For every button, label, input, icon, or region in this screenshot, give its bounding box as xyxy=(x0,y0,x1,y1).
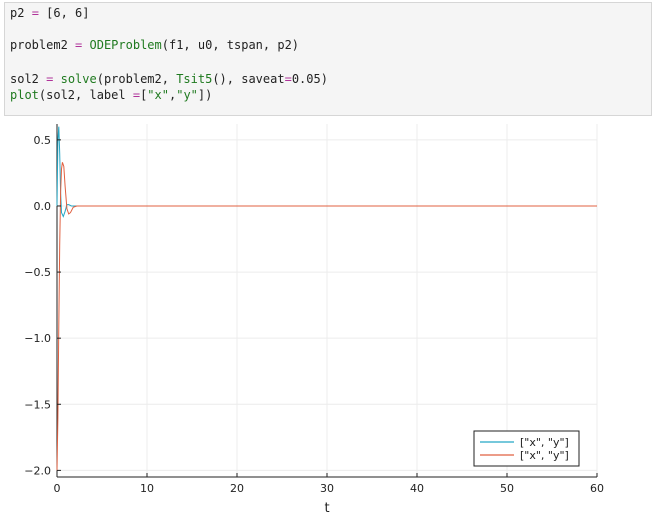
chart-legend: ["x", "y"]["x", "y"] xyxy=(473,430,580,467)
chart-series xyxy=(56,126,597,471)
code-token: = xyxy=(46,72,54,86)
x-tick-label: 0 xyxy=(54,482,61,495)
code-token: solve xyxy=(60,72,97,86)
code-token: (sol2, label xyxy=(38,88,133,102)
code-token: 0.05) xyxy=(291,72,328,86)
y-tick-label: 0.0 xyxy=(34,200,52,213)
code-line[interactable]: problem2 = ODEProblem(f1, u0, tspan, p2) xyxy=(10,37,299,53)
legend-label: ["x", "y"] xyxy=(520,449,569,462)
x-axis-label: t xyxy=(324,501,329,512)
y-tick-label: 0.5 xyxy=(34,134,52,147)
chart-grid xyxy=(56,124,598,477)
code-token: = xyxy=(31,6,39,20)
code-line[interactable]: plot(sol2, label =["x","y"]) xyxy=(10,87,212,103)
series-line-1 xyxy=(56,126,597,218)
legend-box xyxy=(473,430,580,467)
y-tick-label: −2.0 xyxy=(24,464,51,477)
code-token: ]) xyxy=(197,88,213,102)
code-token: = xyxy=(75,38,83,52)
code-token: [6, 6] xyxy=(38,6,90,20)
code-token xyxy=(82,38,89,52)
code-token: p2 xyxy=(10,6,32,20)
x-tick-label: 60 xyxy=(590,482,604,495)
y-tick-label: −1.0 xyxy=(24,332,51,345)
code-token xyxy=(53,72,60,86)
x-tick-label: 40 xyxy=(410,482,424,495)
legend-label: ["x", "y"] xyxy=(520,436,569,449)
code-token: (), saveat xyxy=(212,72,285,86)
y-tick-label: −0.5 xyxy=(24,266,51,279)
line-chart: 0 10 20 30 40 50 60 −2.0 −1.5 −1.0 −0.5 0.0 0.5 t ["… xyxy=(24,124,604,512)
code-token: = xyxy=(284,72,292,86)
x-tick-label: 50 xyxy=(500,482,514,495)
code-token: plot xyxy=(10,88,39,102)
x-tick-label: 30 xyxy=(320,482,334,495)
y-tick-label: −1.5 xyxy=(24,398,51,411)
x-tick-label: 20 xyxy=(230,482,244,495)
code-token: sol2 xyxy=(10,72,47,86)
code-cell[interactable]: p2 = [6, 6] problem2 = ODEProblem(f1, u0,… xyxy=(4,2,652,116)
code-token: (f1, u0, tspan, p2) xyxy=(161,38,300,52)
code-token: "y" xyxy=(176,88,198,102)
code-token: = xyxy=(132,88,141,102)
code-token: [ xyxy=(140,88,148,102)
chart-ticks: 0 10 20 30 40 50 60 −2.0 −1.5 −1.0 −0.5 0.0 0.5 xyxy=(24,134,604,495)
code-token: , xyxy=(168,88,177,102)
code-line[interactable]: sol2 = solve(problem2, Tsit5(), saveat=0… xyxy=(10,71,328,87)
code-token: (problem2, xyxy=(96,72,177,86)
x-tick-label: 10 xyxy=(140,482,154,495)
code-token: Tsit5 xyxy=(176,72,213,86)
code-token: problem2 xyxy=(10,38,76,52)
code-line[interactable]: p2 = [6, 6] xyxy=(10,5,90,21)
series-line-2 xyxy=(56,162,597,471)
code-token: ODEProblem xyxy=(89,38,162,52)
code-token: "x" xyxy=(147,88,169,102)
